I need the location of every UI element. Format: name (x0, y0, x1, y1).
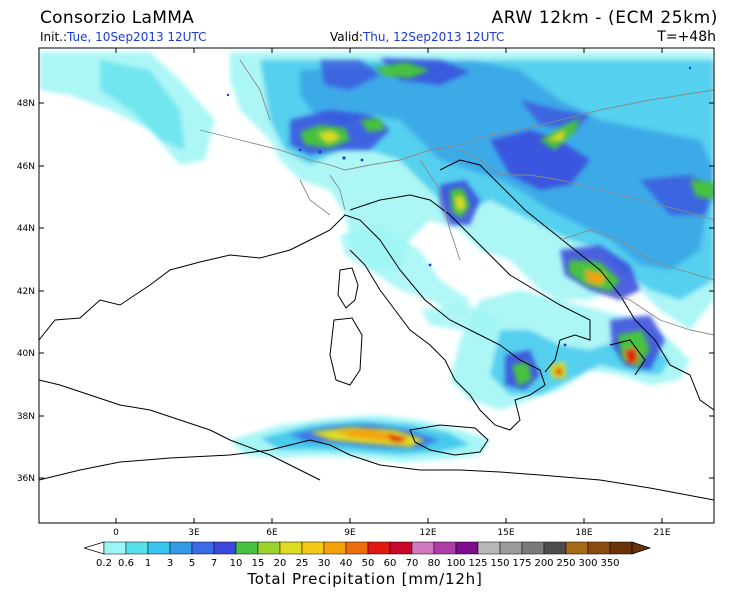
colorbar-swatch (455, 541, 479, 555)
political-borders (199, 59, 714, 336)
colorbar-label: 80 (428, 558, 441, 569)
organization-title: Consorzio LaMMA (40, 8, 195, 28)
valid-label: Valid: (330, 30, 363, 44)
colorbar-label: 20 (274, 558, 287, 569)
colorbar-label: 100 (446, 558, 465, 569)
colorbar-label: 30 (318, 558, 331, 569)
colorbar-label: 15 (252, 558, 265, 569)
lon-tick: 3E (188, 528, 200, 538)
colorbar-label: 350 (600, 558, 619, 569)
colorbar-swatch (345, 541, 369, 555)
lon-tick: 9E (344, 528, 356, 538)
colorbar-arrow-high (631, 541, 652, 555)
init-label: Init.: (40, 30, 68, 44)
lon-tick: 15E (497, 528, 514, 538)
init-time: Init.:Tue, 10Sep2013 12UTC (40, 30, 206, 44)
lat-tick: 48N (17, 99, 35, 109)
colorbar-label: 10 (230, 558, 243, 569)
colorbar-swatch (565, 541, 589, 555)
colorbar-swatch (367, 541, 391, 555)
colorbar-label: 200 (534, 558, 553, 569)
colorbar-label: 1 (145, 558, 151, 569)
colorbar-label: 0.6 (118, 558, 134, 569)
colorbar-swatch (323, 541, 347, 555)
colorbar-label: 125 (468, 558, 487, 569)
precipitation-field (40, 52, 714, 462)
colorbar-label: 175 (512, 558, 531, 569)
lon-tick: 12E (419, 528, 436, 538)
colorbar-swatch (213, 541, 237, 555)
coastlines (39, 159, 714, 501)
colorbar-swatch (279, 541, 303, 555)
lat-tick: 38N (17, 412, 35, 422)
colorbar-swatch (433, 541, 457, 555)
colorbar-label: 60 (384, 558, 397, 569)
model-title: ARW 12km - (ECM 25km) (491, 8, 718, 28)
colorbar-swatch (191, 541, 215, 555)
colorbar-label: 250 (556, 558, 575, 569)
colorbar-label: 5 (189, 558, 195, 569)
tick-marks (39, 48, 714, 523)
colorbar-label: 40 (340, 558, 353, 569)
init-value: Tue, 10Sep2013 12UTC (67, 30, 207, 44)
colorbar-label: 3 (167, 558, 173, 569)
colorbar-swatch (609, 541, 633, 555)
colorbar-swatch (587, 541, 611, 555)
colorbar-swatch (301, 541, 325, 555)
colorbar-label: 300 (578, 558, 597, 569)
colorbar-arrow-low (84, 541, 105, 555)
colorbar-swatch (543, 541, 567, 555)
colorbar-swatch (169, 541, 193, 555)
lon-tick: 21E (653, 528, 670, 538)
lon-tick: 6E (266, 528, 278, 538)
lon-tick: 0 (113, 528, 119, 538)
lead-time: T=+48h (657, 29, 716, 45)
colorbar-label: 150 (490, 558, 509, 569)
map-frame (38, 47, 715, 524)
colorbar-swatch (521, 541, 545, 555)
lat-tick: 42N (17, 287, 35, 297)
colorbar-label: 50 (362, 558, 375, 569)
lat-tick: 40N (17, 349, 35, 359)
colorbar-swatch (103, 541, 127, 555)
colorbar-swatch (147, 541, 171, 555)
colorbar-label: 7 (211, 558, 217, 569)
colorbar-title: Total Precipitation [mm/12h] (247, 570, 483, 588)
lat-tick: 46N (17, 162, 35, 172)
colorbar: 0.2 0.6 1 3 5 7 10 15 20 25 30 40 50 60 70 80 100 125 150 1… (84, 541, 652, 569)
colorbar-label: 25 (296, 558, 309, 569)
colorbar-swatch (499, 541, 523, 555)
colorbar-swatch (477, 541, 501, 555)
lon-tick: 18E (575, 528, 592, 538)
colorbar-swatch (389, 541, 413, 555)
precipitation-map: 0 3E 6E 9E 12E 15E 18E 21E 48N 46N 44N 4… (17, 47, 715, 538)
colorbar-swatch (125, 541, 149, 555)
colorbar-swatch (411, 541, 435, 555)
lat-tick: 36N (17, 474, 35, 484)
colorbar-label: 70 (406, 558, 419, 569)
colorbar-swatch (235, 541, 259, 555)
lakes (226, 66, 692, 347)
colorbar-swatch (257, 541, 281, 555)
valid-time: Valid:Thu, 12Sep2013 12UTC (330, 30, 504, 44)
valid-value: Thu, 12Sep2013 12UTC (362, 30, 505, 44)
colorbar-label: 0.2 (96, 558, 112, 569)
lat-tick: 44N (17, 224, 35, 234)
